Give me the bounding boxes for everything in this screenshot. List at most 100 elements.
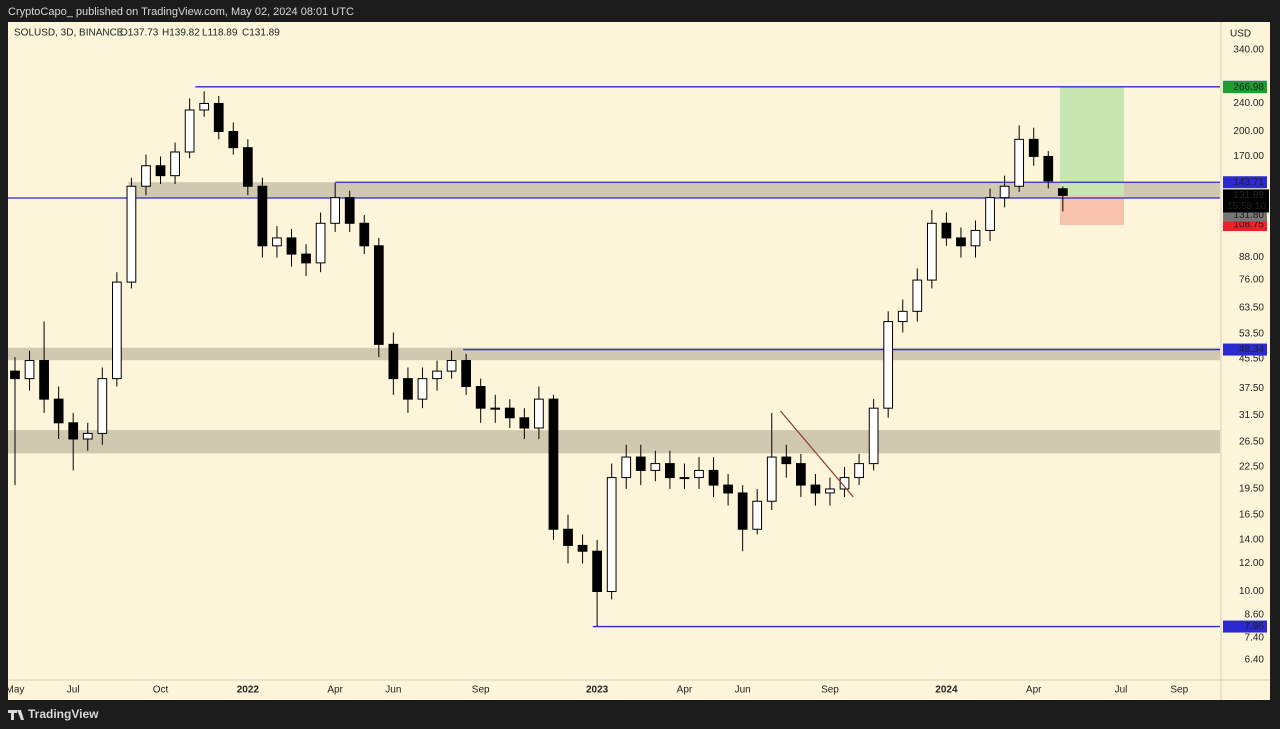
target-price-tag-bg bbox=[1223, 81, 1267, 94]
y-tick-label: 76.00 bbox=[1239, 275, 1264, 286]
candle-body bbox=[301, 253, 311, 264]
candle-body bbox=[723, 484, 733, 494]
candle-body bbox=[228, 130, 239, 149]
entry-price-tag-bg bbox=[1223, 209, 1267, 222]
y-tick-label: 10.00 bbox=[1239, 586, 1264, 597]
loss-zone bbox=[1059, 195, 1124, 226]
candle-body bbox=[315, 222, 326, 264]
candle-body bbox=[766, 456, 777, 502]
candle-body bbox=[432, 370, 442, 380]
candle-body bbox=[999, 185, 1010, 199]
candle-body bbox=[344, 197, 355, 224]
candle-body bbox=[170, 151, 180, 177]
y-tick-label: 45.50 bbox=[1239, 353, 1264, 364]
x-tick-label: Sep bbox=[1170, 685, 1188, 696]
candle-body bbox=[665, 463, 675, 479]
entry-price-tag: 131.80 bbox=[1233, 210, 1264, 221]
candle-body bbox=[795, 463, 806, 486]
trendline bbox=[780, 410, 854, 498]
candle-body bbox=[883, 321, 894, 409]
y-tick-label: 14.00 bbox=[1239, 534, 1264, 545]
support-zone bbox=[8, 430, 1220, 454]
x-tick-label: 2024 bbox=[935, 685, 958, 696]
candle-body bbox=[694, 469, 704, 479]
y-tick-label: 200.00 bbox=[1233, 126, 1264, 137]
candle-body bbox=[417, 378, 428, 400]
line-price-tag-bg bbox=[1223, 620, 1267, 633]
line-price-tag-bg bbox=[1223, 343, 1267, 356]
candle-body bbox=[184, 109, 195, 153]
y-tick-label: 240.00 bbox=[1233, 98, 1264, 109]
countdown: 15:58:10 bbox=[1227, 201, 1266, 212]
candle-body bbox=[373, 245, 384, 345]
x-tick-label: Apr bbox=[327, 685, 343, 696]
candle-body bbox=[868, 407, 879, 465]
candle-body bbox=[956, 237, 966, 247]
candle-body bbox=[155, 165, 166, 177]
y-tick-label: 12.00 bbox=[1239, 558, 1264, 569]
footer-logo: TradingView bbox=[28, 707, 99, 721]
candle-body bbox=[242, 147, 253, 187]
candle-body bbox=[446, 360, 457, 372]
candle-body bbox=[810, 484, 821, 494]
candle-body bbox=[403, 378, 413, 400]
y-tick-label: 19.50 bbox=[1239, 484, 1264, 495]
ohlc-label: L118.89 bbox=[202, 28, 238, 39]
y-tick-label: 340.00 bbox=[1233, 45, 1264, 56]
candle-body bbox=[1043, 155, 1054, 182]
y-tick-label: 6.40 bbox=[1245, 655, 1265, 666]
candle-body bbox=[359, 222, 370, 247]
publish-info: CryptoCapo_ published on TradingView.com… bbox=[8, 6, 354, 18]
candle-body bbox=[737, 492, 748, 530]
y-tick-label: 53.50 bbox=[1239, 329, 1264, 340]
support-zone bbox=[8, 347, 1220, 361]
x-tick-label: Jul bbox=[67, 685, 80, 696]
line-price-tag: 7.96 bbox=[1245, 621, 1265, 632]
candle-body bbox=[912, 279, 923, 312]
candle-body bbox=[825, 488, 835, 494]
candle-body bbox=[679, 477, 690, 480]
y-tick-label: 16.50 bbox=[1239, 509, 1264, 520]
candle-body bbox=[781, 456, 792, 465]
x-tick-label: Sep bbox=[472, 685, 490, 696]
x-tick-label: Jun bbox=[735, 685, 751, 696]
candle-body bbox=[926, 222, 937, 281]
support-zone bbox=[128, 182, 1220, 198]
y-tick-label: 37.50 bbox=[1239, 383, 1264, 394]
candle-body bbox=[68, 422, 79, 440]
y-tick-label: 88.00 bbox=[1239, 252, 1264, 263]
candle-body bbox=[606, 477, 617, 593]
candle-body bbox=[24, 360, 35, 380]
ohlc-label: O137.73 bbox=[120, 28, 159, 39]
y-tick-label: 22.50 bbox=[1239, 462, 1264, 473]
line-price-tag: 143.71 bbox=[1233, 177, 1264, 188]
last-price-tag-bg bbox=[1223, 189, 1269, 213]
candle-body bbox=[752, 500, 763, 530]
profit-zone bbox=[1059, 87, 1124, 196]
x-tick-label: May bbox=[6, 685, 25, 696]
candle-body bbox=[82, 432, 93, 440]
candle-body bbox=[126, 185, 137, 283]
candle-body bbox=[97, 378, 108, 434]
candle-body bbox=[548, 398, 559, 530]
candle-body bbox=[213, 102, 224, 132]
candle-body bbox=[854, 463, 864, 479]
candle-body bbox=[650, 463, 661, 471]
candle-body bbox=[708, 469, 719, 486]
candle-body bbox=[111, 281, 122, 380]
x-tick-label: Apr bbox=[1026, 685, 1042, 696]
currency: USD bbox=[1230, 29, 1251, 40]
line-price-tag: 48.34 bbox=[1239, 344, 1264, 355]
candle-body bbox=[53, 398, 64, 424]
candle-body bbox=[839, 477, 850, 490]
x-tick-label: Jun bbox=[385, 685, 401, 696]
y-tick-label: 7.40 bbox=[1245, 632, 1265, 643]
candle-body bbox=[519, 417, 530, 429]
logo-icon bbox=[8, 710, 24, 720]
y-tick-label: 8.60 bbox=[1245, 609, 1265, 620]
stop-price-tag: 108.75 bbox=[1233, 220, 1264, 231]
candle-body bbox=[970, 229, 981, 247]
x-tick-label: Sep bbox=[821, 685, 839, 696]
target-price-tag: 266.98 bbox=[1233, 82, 1264, 93]
